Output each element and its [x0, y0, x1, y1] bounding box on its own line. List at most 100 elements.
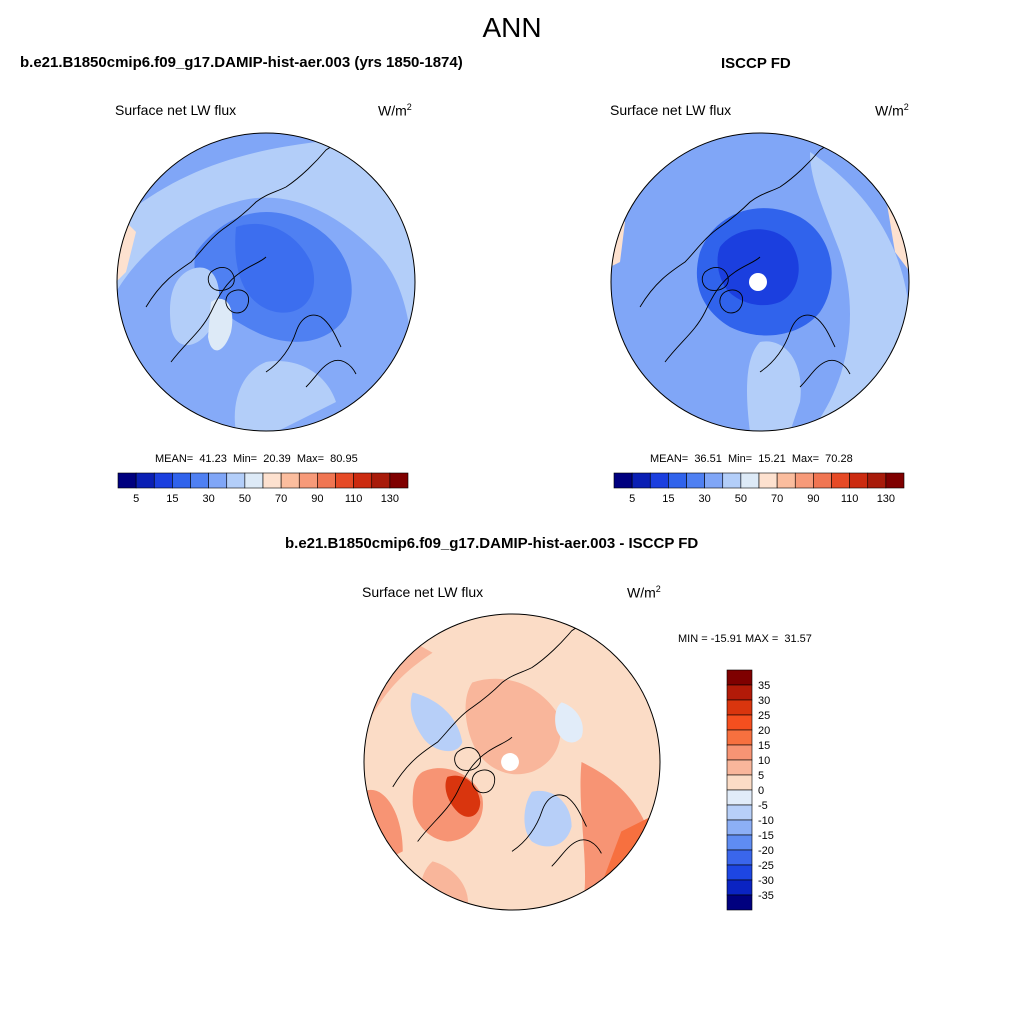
colorbar-tick-label: -15: [758, 830, 774, 842]
panel3-variable-label: Surface net LW flux: [362, 584, 484, 600]
panel3-units-base: W/m: [627, 584, 656, 601]
difference-map-boundary: [363, 613, 661, 911]
colorbar-tick-label: 5: [758, 770, 764, 782]
colorbar-swatch: [726, 864, 753, 881]
panel3-units: W/m2: [627, 584, 661, 601]
colorbar-swatch: [813, 472, 832, 489]
colorbar-swatch: [726, 759, 753, 776]
panel3-units-exp: 2: [655, 584, 661, 594]
model-map-fill: [117, 133, 415, 431]
panel2-units-exp: 2: [903, 102, 909, 112]
model-map-boundary: [116, 132, 416, 432]
colorbar-swatch: [686, 472, 705, 489]
colorbar-tick-label: 15: [166, 493, 178, 505]
panel3-case-title: b.e21.B1850cmip6.f09_g17.DAMIP-hist-aer.…: [285, 535, 699, 552]
panel2-case-title: ISCCP FD: [721, 55, 791, 72]
colorbar-swatch: [226, 472, 246, 489]
panel2-units-base: W/m: [875, 102, 904, 119]
colorbar-swatch: [726, 744, 753, 761]
panel1-units: W/m2: [378, 102, 412, 119]
observation-map-boundary: [610, 132, 910, 432]
colorbar-swatch: [649, 472, 669, 489]
colorbar-tick-label: -20: [758, 845, 774, 857]
panel3-stats: MIN = -15.91 MAX = 31.57: [678, 633, 812, 645]
colorbar-tick-label: 35: [758, 680, 770, 692]
observation-missing-pole: [749, 273, 767, 291]
colorbar-tick-label: 130: [381, 493, 399, 505]
colorbar-tick-label: 110: [345, 493, 363, 505]
colorbar-swatch: [726, 714, 753, 731]
colorbar-swatch: [153, 472, 173, 489]
colorbar-tick-label: 0: [758, 785, 764, 797]
colorbar-swatch: [280, 472, 300, 489]
colorbar-tick-label: 30: [758, 695, 770, 707]
colorbar-swatch: [135, 472, 155, 489]
colorbar-tick-label: -35: [758, 890, 774, 902]
panel1-variable-label: Surface net LW flux: [115, 102, 237, 118]
model-coastlines: [145, 144, 362, 388]
colorbar-tick-label: -10: [758, 815, 774, 827]
colorbar-tick-label: 5: [629, 493, 635, 505]
colorbar-swatch: [726, 789, 753, 806]
colorbar-tick-label: 70: [275, 493, 287, 505]
colorbar-swatch: [117, 472, 137, 489]
colorbar-tick-label: 50: [735, 493, 747, 505]
colorbar-swatch: [726, 684, 753, 701]
colorbar-swatch: [726, 894, 753, 911]
colorbar-swatch: [298, 472, 318, 489]
colorbar-swatch: [794, 472, 814, 489]
colorbar-tick-label: -5: [758, 800, 768, 812]
colorbar-swatch: [317, 472, 336, 489]
colorbar-swatch: [190, 472, 209, 489]
colorbar-swatch: [208, 472, 228, 489]
colorbar-swatch: [726, 804, 753, 821]
colorbar-tick-label: 130: [877, 493, 895, 505]
difference-colorbar: 35 30 25 20 15 10 5 0 -5 -10 -15 -20 -25 -30 -35: [726, 669, 774, 911]
colorbar-tick-label: 50: [239, 493, 251, 505]
panel1-case-title: b.e21.B1850cmip6.f09_g17.DAMIP-hist-aer.…: [20, 54, 463, 71]
colorbar-tick-label: 20: [758, 725, 770, 737]
colorbar-swatch: [726, 669, 753, 686]
panel2-variable-label: Surface net LW flux: [610, 102, 732, 118]
colorbar-swatch: [262, 472, 282, 489]
colorbar-swatch: [726, 819, 753, 836]
colorbar-swatch: [244, 472, 264, 489]
colorbar-swatch: [726, 849, 753, 866]
colorbar-swatch: [704, 472, 724, 489]
colorbar-tick-label: 15: [758, 740, 770, 752]
colorbar-swatch: [389, 472, 409, 489]
observation-colorbar: 5 15 30 50 70 90 110 130: [613, 472, 905, 505]
colorbar-tick-label: -25: [758, 860, 774, 872]
colorbar-swatch: [849, 472, 869, 489]
colorbar-swatch: [885, 472, 905, 489]
colorbar-swatch: [172, 472, 191, 489]
colorbar-swatch: [335, 472, 354, 489]
colorbar-swatch: [371, 472, 391, 489]
difference-polar-map: [363, 613, 661, 911]
panel1-units-base: W/m: [378, 102, 407, 119]
panel1-stats: MEAN= 41.23 Min= 20.39 Max= 80.95: [155, 453, 358, 465]
colorbar-swatch: [631, 472, 651, 489]
colorbar-tick-label: 30: [699, 493, 711, 505]
panel2-units: W/m2: [875, 102, 909, 119]
colorbar-swatch: [726, 729, 753, 746]
model-colorbar: 5 15 30 50 70 90 110 130: [117, 472, 409, 505]
colorbar-tick-label: 5: [133, 493, 139, 505]
colorbar-swatch: [613, 472, 633, 489]
colorbar-swatch: [867, 472, 887, 489]
colorbar-swatch: [726, 834, 753, 851]
panel2-stats: MEAN= 36.51 Min= 15.21 Max= 70.28: [650, 453, 853, 465]
colorbar-swatch: [726, 699, 753, 716]
colorbar-swatch: [831, 472, 850, 489]
model-polar-map: [116, 132, 416, 432]
colorbar-swatch: [758, 472, 778, 489]
colorbar-swatch: [726, 774, 753, 791]
colorbar-swatch: [722, 472, 742, 489]
colorbar-tick-label: -30: [758, 875, 774, 887]
colorbar-tick-label: 70: [771, 493, 783, 505]
colorbar-tick-label: 10: [758, 755, 770, 767]
colorbar-tick-label: 15: [662, 493, 674, 505]
observation-polar-map: [610, 132, 910, 432]
difference-missing-pole: [501, 753, 519, 771]
colorbar-tick-label: 25: [758, 710, 770, 722]
